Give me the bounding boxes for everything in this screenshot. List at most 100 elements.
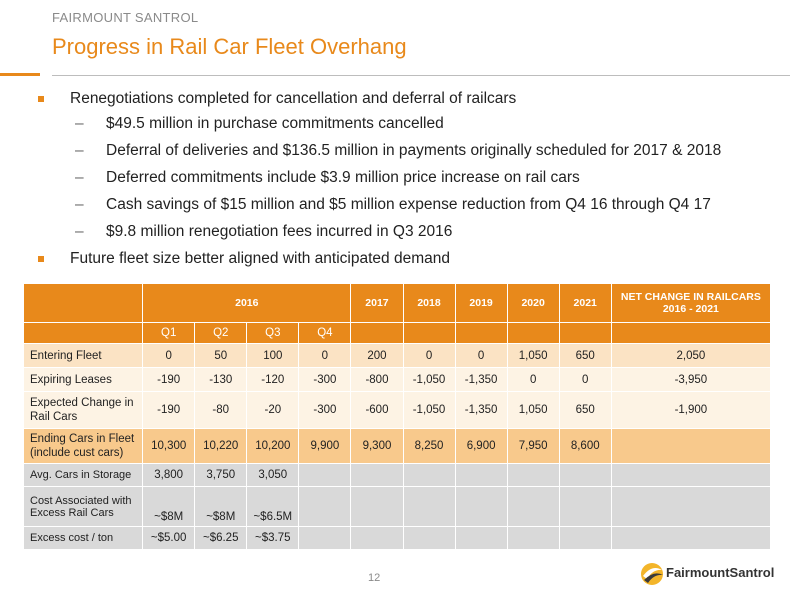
table-cell: -1,050 <box>402 391 456 429</box>
sub-bullet-text: Deferred commitments include $3.9 millio… <box>106 169 580 186</box>
table-cell: 9,300 <box>350 428 404 464</box>
table-cell: -120 <box>246 367 300 392</box>
table-cell <box>350 463 404 487</box>
table-header-quarters: Q1 Q2 Q3 Q4 <box>22 322 772 344</box>
table-cell: 8,250 <box>402 428 456 464</box>
table-cell: 8,600 <box>558 428 612 464</box>
table-cell: 0 <box>558 367 612 392</box>
table-header-years: 2016 2017 2018 2019 2020 2021 NET CHANGE… <box>22 283 772 323</box>
fairmount-santrol-logo-icon <box>641 563 663 585</box>
header-net-change: NET CHANGE IN RAILCARS 2016 - 2021 <box>610 283 772 323</box>
bullet-list: Renegotiations completed for cancellatio… <box>38 88 783 273</box>
table-cell <box>558 486 612 527</box>
header-blank <box>350 322 404 344</box>
table-cell <box>350 486 404 527</box>
header-year: 2017 <box>350 283 404 323</box>
table-row: Avg. Cars in Storage 3,800 3,750 3,050 <box>22 463 772 487</box>
header-blank <box>402 322 456 344</box>
table-cell: 10,220 <box>194 428 248 464</box>
table-cell: -3,950 <box>610 367 772 392</box>
sub-bullet: – Deferred commitments include $3.9 mill… <box>38 167 783 194</box>
header-quarter: Q3 <box>246 322 300 344</box>
logo-wordmark: FairmountSantrol <box>666 565 775 580</box>
table-row: Ending Cars in Fleet (include cust cars)… <box>22 428 772 464</box>
table-cell <box>402 463 456 487</box>
table-cell: 10,200 <box>246 428 300 464</box>
table-cell: 7,950 <box>506 428 560 464</box>
table-cell: -1,350 <box>454 391 508 429</box>
table-cell <box>610 526 772 550</box>
sub-bullet: – $9.8 million renegotiation fees incurr… <box>38 221 783 248</box>
square-bullet-icon <box>38 256 44 262</box>
company-name: FAIRMOUNT SANTROL <box>52 10 199 25</box>
header-year: 2021 <box>558 283 612 323</box>
table-cell <box>610 428 772 464</box>
table-cell <box>610 463 772 487</box>
table-cell: 0 <box>454 343 508 368</box>
table-cell <box>350 526 404 550</box>
row-label: Excess cost / ton <box>22 526 144 550</box>
table-cell: -190 <box>142 391 196 429</box>
table-cell: 9,900 <box>298 428 352 464</box>
table-cell <box>610 486 772 527</box>
table-cell: 200 <box>350 343 404 368</box>
header-blank <box>22 283 144 323</box>
row-label: Avg. Cars in Storage <box>22 463 144 487</box>
table-cell: 1,050 <box>506 391 560 429</box>
header-year: 2020 <box>506 283 560 323</box>
table-cell: 3,050 <box>246 463 300 487</box>
table-cell <box>454 526 508 550</box>
sub-bullet: – Cash savings of $15 million and $5 mil… <box>38 194 783 221</box>
table-cell: ~$8M <box>142 486 196 527</box>
table-cell: ~$3.75 <box>246 526 300 550</box>
sub-bullet-text: Deferral of deliveries and $136.5 millio… <box>106 142 722 159</box>
bullet-future-fleet: Future fleet size better aligned with an… <box>38 248 783 273</box>
header-blank <box>506 322 560 344</box>
table-cell: ~$8M <box>194 486 248 527</box>
header-blank <box>454 322 508 344</box>
row-label: Expiring Leases <box>22 367 144 392</box>
table-cell: -1,900 <box>610 391 772 429</box>
table-cell <box>454 486 508 527</box>
table-cell: 6,900 <box>454 428 508 464</box>
slide-title: Progress in Rail Car Fleet Overhang <box>52 34 407 59</box>
table-cell: -300 <box>298 391 352 429</box>
row-label: Entering Fleet <box>22 343 144 368</box>
table-row: Excess cost / ton ~$5.00 ~$6.25 ~$3.75 <box>22 526 772 550</box>
table-cell <box>558 463 612 487</box>
table-cell <box>298 526 352 550</box>
table-cell: ~$5.00 <box>142 526 196 550</box>
table-row: Cost Associated with Excess Rail Cars ~$… <box>22 486 772 527</box>
table-cell: -600 <box>350 391 404 429</box>
sub-bullet: – Deferral of deliveries and $136.5 mill… <box>38 140 783 167</box>
table-cell: -1,350 <box>454 367 508 392</box>
table-cell <box>298 486 352 527</box>
dash-icon: – <box>75 142 84 159</box>
table-row: Expiring Leases -190 -130 -120 -300 -800… <box>22 367 772 392</box>
table-cell: 0 <box>142 343 196 368</box>
table-cell: 650 <box>558 391 612 429</box>
bullet-text: Renegotiations completed for cancellatio… <box>70 90 517 107</box>
table-cell: 0 <box>298 343 352 368</box>
table-row: Entering Fleet 0 50 100 0 200 0 0 1,050 … <box>22 343 772 368</box>
table-cell: ~$6.5M <box>246 486 300 527</box>
sub-bullet-text: Cash savings of $15 million and $5 milli… <box>106 196 711 213</box>
table-cell <box>402 526 456 550</box>
table-cell: -190 <box>142 367 196 392</box>
table-cell <box>454 463 508 487</box>
header-year: 2016 <box>142 283 352 323</box>
table-cell <box>558 526 612 550</box>
table-cell: ~$6.25 <box>194 526 248 550</box>
bullet-renegotiations: Renegotiations completed for cancellatio… <box>38 88 783 113</box>
table-cell: 0 <box>402 343 456 368</box>
row-label: Expected Change in Rail Cars <box>22 391 144 429</box>
table-cell: 2,050 <box>610 343 772 368</box>
dash-icon: – <box>75 196 84 213</box>
header-quarter: Q1 <box>142 322 196 344</box>
table-cell: -130 <box>194 367 248 392</box>
sub-bullet: – $49.5 million in purchase commitments … <box>38 113 783 140</box>
table-cell: -80 <box>194 391 248 429</box>
table-cell <box>298 463 352 487</box>
header-year: 2019 <box>454 283 508 323</box>
table-cell: 100 <box>246 343 300 368</box>
